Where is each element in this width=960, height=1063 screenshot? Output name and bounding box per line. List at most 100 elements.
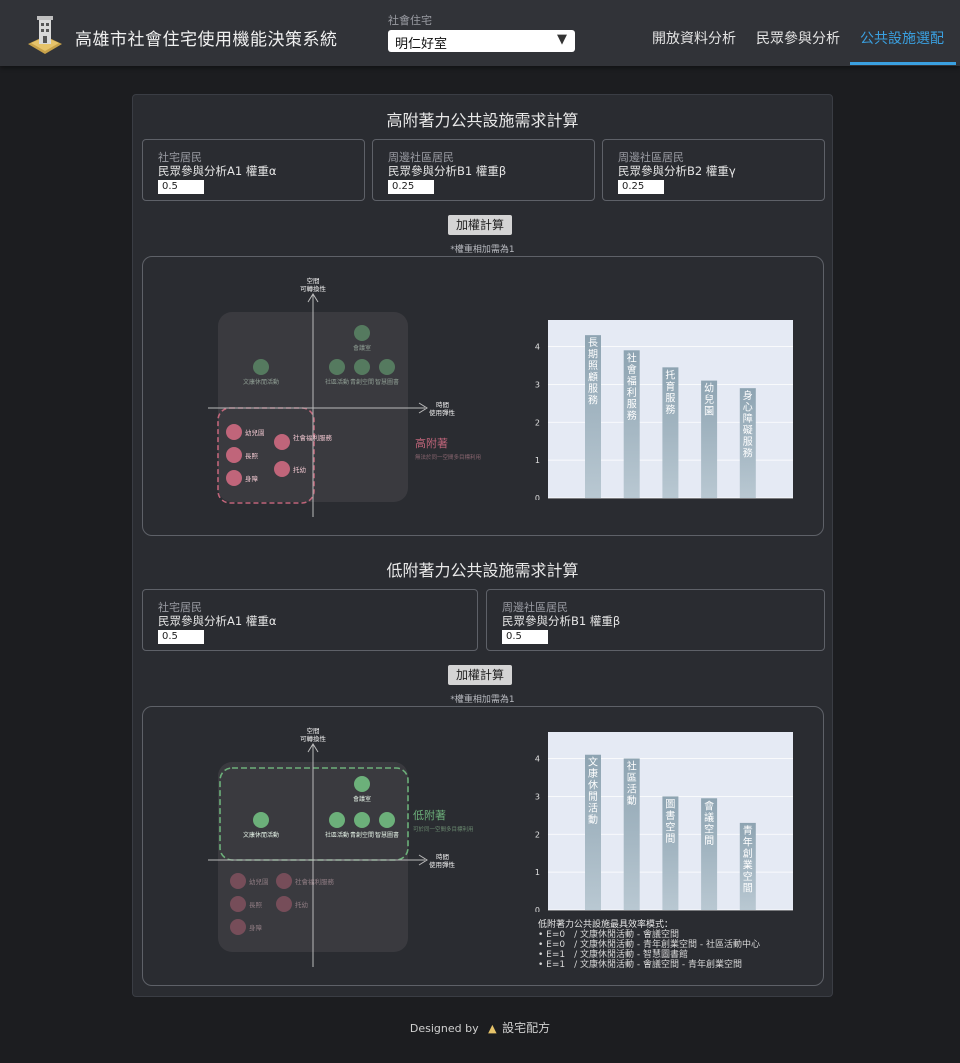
weight-input-beta[interactable]: 0.25 xyxy=(388,180,434,194)
weight-input-gamma[interactable]: 0.25 xyxy=(618,180,664,194)
weight-label: 民眾參與分析B1 權重β xyxy=(502,614,621,628)
low-calc-button[interactable]: 加權計算 xyxy=(448,665,512,685)
chart-bar-label: 會議空間 xyxy=(704,799,714,847)
svg-text:文康休閒活動: 文康休閒活動 xyxy=(243,831,279,839)
nav-participation[interactable]: 民眾參與分析 xyxy=(756,31,840,47)
smart-library-icon xyxy=(379,812,395,828)
weight-label: 民眾參與分析A1 權重α xyxy=(158,164,277,178)
weight-input-beta[interactable]: 0.5 xyxy=(502,630,548,644)
chart-bar-label: 幼兒園 xyxy=(704,382,714,418)
low-weight-note: *權重相加需為1 xyxy=(450,695,515,705)
app-title: 高雄市社會住宅使用機能決策系統 xyxy=(75,30,338,50)
kindergarten-icon xyxy=(230,873,246,889)
weight-category: 周邊社區居民 xyxy=(388,151,454,164)
building-logo-icon[interactable] xyxy=(26,14,64,54)
low-section-title: 低附著力公共設施需求計算 xyxy=(386,561,579,580)
weight-label: 民眾參與分析A1 權重α xyxy=(158,614,277,628)
chart-y-tick-label: 1 xyxy=(535,868,540,877)
weight-label: 民眾參與分析B2 權重γ xyxy=(618,164,736,178)
svg-text:文康休閒活動: 文康休閒活動 xyxy=(243,378,279,386)
social-welfare-icon xyxy=(276,873,292,889)
youth-startup-icon xyxy=(354,359,370,375)
svg-text:身障: 身障 xyxy=(249,923,263,932)
chart-bar xyxy=(623,350,640,498)
weight-label: 民眾參與分析B1 權重β xyxy=(388,164,507,178)
svg-text:長照: 長照 xyxy=(245,452,259,460)
meeting-room-icon xyxy=(354,325,370,341)
main-panel: 高附著力公共設施需求計算 社宅居民 民眾參與分析A1 權重α 0.5 周邊社區居… xyxy=(132,94,833,997)
chart-bar-label: 長期照顧服務 xyxy=(588,337,598,407)
svg-text:身障: 身障 xyxy=(245,474,259,483)
chart-bar xyxy=(701,798,718,910)
housing-select-value: 明仁好室 xyxy=(395,37,448,52)
weight-category: 社宅居民 xyxy=(158,601,202,614)
chart-bar xyxy=(623,758,640,910)
footer-brand: 設宅配方 xyxy=(502,1021,551,1035)
weight-input-alpha[interactable]: 0.5 xyxy=(158,180,204,194)
chart-bar-label: 社區活動 xyxy=(627,760,637,808)
housing-select[interactable]: 明仁好室 ▼ xyxy=(388,30,575,52)
chart-y-tick-label: 4 xyxy=(535,343,540,352)
svg-text:社會福利服務: 社會福利服務 xyxy=(293,433,333,442)
svg-text:托幼: 托幼 xyxy=(293,465,306,474)
svg-text:幼兒園: 幼兒園 xyxy=(249,877,269,886)
low-quadrant-diagram: 空間 可轉換性 時間 使用彈性 會議室 文康休閒活動 社區活動 青創空間 智慧圖… xyxy=(208,726,474,967)
efficiency-legend-item: • E=0 / 文康休閒活動 - 會議空間 xyxy=(538,930,679,940)
svg-text:智慧圖書: 智慧圖書 xyxy=(375,831,399,839)
long-term-care-icon xyxy=(230,896,246,912)
chart-y-tick-label: 3 xyxy=(535,792,540,801)
high-tag-sub: 無法於同一空間多目標利用 xyxy=(415,453,481,461)
efficiency-legend-title: 低附著力公共設施最具效率模式： xyxy=(538,920,674,930)
efficiency-legend-item: • E=0 / 文康休閒活動 - 青年創業空間 - 社區活動中心 xyxy=(538,940,760,950)
chart-bar-label: 文康休閒活動 xyxy=(588,756,598,827)
community-activity-icon xyxy=(329,359,345,375)
y-axis-label-2: 可轉換性 xyxy=(300,734,327,743)
kindergarten-icon xyxy=(226,424,242,440)
nav-open-data[interactable]: 開放資料分析 xyxy=(652,31,736,47)
chart-bar xyxy=(701,380,718,498)
chart-bar xyxy=(739,388,756,498)
chart-bar-label: 圖書空間 xyxy=(665,798,675,845)
chart-bar xyxy=(585,335,601,498)
high-weight-note: *權重相加需為1 xyxy=(450,245,515,255)
efficiency-legend: 低附著力公共設施最具效率模式： • E=0 / 文康休閒活動 - 會議空間 • … xyxy=(538,917,818,970)
chart-bar-label: 社會福利服務 xyxy=(627,351,637,422)
svg-text:社區活動: 社區活動 xyxy=(325,831,349,839)
active-tab-indicator xyxy=(850,62,956,65)
svg-text:幼兒園: 幼兒園 xyxy=(245,428,265,437)
brand-logo-icon: ▲ xyxy=(488,1022,497,1035)
childcare-icon xyxy=(274,461,290,477)
svg-text:會議室: 會議室 xyxy=(353,344,371,352)
svg-text:會議室: 會議室 xyxy=(353,795,371,803)
svg-text:智慧圖書: 智慧圖書 xyxy=(375,378,399,386)
chart-y-tick-label: 0 xyxy=(535,494,540,500)
chart-y-tick-label: 2 xyxy=(535,418,540,427)
x-axis-label-1: 時間 xyxy=(436,853,449,861)
weight-input-alpha[interactable]: 0.5 xyxy=(158,630,204,644)
housing-select-label: 社會住宅 xyxy=(388,14,432,27)
community-activity-icon xyxy=(329,812,345,828)
chart-bar xyxy=(739,822,756,910)
weight-category: 社宅居民 xyxy=(158,151,202,164)
nav-facility-allocation[interactable]: 公共設施選配 xyxy=(860,31,944,47)
svg-text:社區活動: 社區活動 xyxy=(325,378,349,386)
weight-category: 周邊社區居民 xyxy=(618,151,684,164)
high-calc-button[interactable]: 加權計算 xyxy=(448,215,512,235)
efficiency-legend-item: • E=1 / 文康休閒活動 - 智慧圖書館 xyxy=(538,950,688,960)
dropdown-arrow-icon: ▼ xyxy=(557,32,567,47)
low-tag-sub: 可於同一空間多目標利用 xyxy=(413,825,474,833)
chart-y-tick-label: 1 xyxy=(535,456,540,465)
disability-icon xyxy=(226,470,242,486)
high-weight-box-b2: 周邊社區居民 民眾參與分析B2 權重γ 0.25 xyxy=(602,139,825,201)
meeting-room-icon xyxy=(354,776,370,792)
culture-leisure-icon xyxy=(253,812,269,828)
culture-leisure-icon xyxy=(253,359,269,375)
chart-y-tick-label: 4 xyxy=(535,755,540,764)
y-axis-label-2: 可轉換性 xyxy=(300,284,327,293)
y-axis-label-1: 空間 xyxy=(307,726,320,735)
x-axis-label-2: 使用彈性 xyxy=(429,860,456,869)
high-demand-bar-chart: 0 1 2 3 4 長期照顧服務 社會福利服務 托育服務 幼兒園 身心障礙服務 xyxy=(535,320,793,500)
chart-bar xyxy=(585,754,601,910)
high-weight-box-a1: 社宅居民 民眾參與分析A1 權重α 0.5 xyxy=(142,139,365,201)
childcare-icon xyxy=(276,896,292,912)
